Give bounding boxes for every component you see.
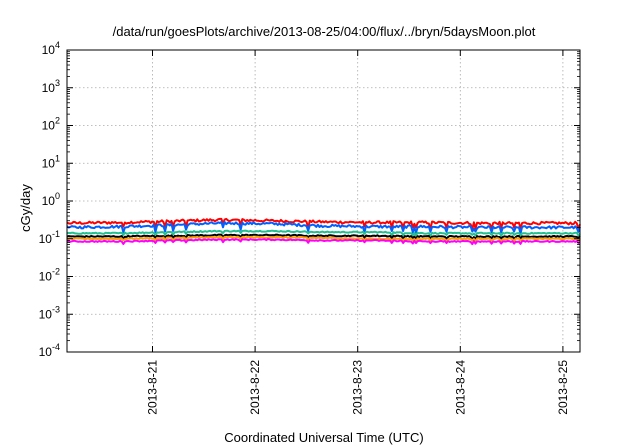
y-tick-label: 101	[42, 153, 60, 170]
chart-title: /data/run/goesPlots/archive/2013-08-25/0…	[113, 24, 536, 39]
y-tick-label: 10-3	[39, 304, 60, 321]
series-line	[66, 233, 581, 241]
x-tick-label: 2013-8-25	[556, 360, 570, 415]
series-line	[66, 235, 581, 243]
y-tick-label: 104	[42, 40, 60, 57]
series-line	[66, 229, 581, 237]
x-tick-label: 2013-8-23	[351, 360, 365, 415]
y-tick-label: 100	[42, 191, 60, 208]
series-line	[66, 217, 581, 231]
grid	[67, 50, 580, 352]
series-group	[66, 217, 581, 246]
y-axis: 10-4 10-3 10-2 10-1 100 101 102 103 104	[39, 40, 580, 359]
y-tick-label: 10-1	[39, 229, 60, 246]
x-tick-label: 2013-8-24	[453, 360, 467, 415]
series-line	[66, 238, 581, 246]
y-tick-label: 103	[42, 78, 60, 95]
x-tick-label: 2013-8-22	[248, 360, 262, 415]
y-tick-label: 10-2	[39, 267, 60, 284]
x-axis-label: Coordinated Universal Time (UTC)	[224, 430, 423, 445]
x-axis: 2013-8-21 2013-8-22 2013-8-23 2013-8-24 2013…	[146, 50, 570, 415]
y-tick-label: 102	[42, 116, 60, 133]
y-tick-label: 10-4	[39, 342, 60, 359]
y-axis-label: cGy/day	[18, 184, 33, 232]
series-line	[66, 221, 581, 235]
x-tick-label: 2013-8-21	[146, 360, 160, 415]
